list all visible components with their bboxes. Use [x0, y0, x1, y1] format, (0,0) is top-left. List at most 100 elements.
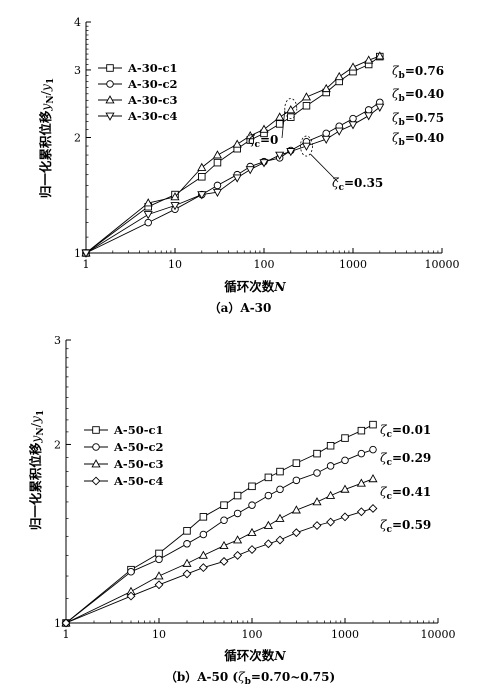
legend-label: A-30-c3 [127, 93, 177, 107]
data-point [154, 580, 164, 590]
x-tick-label: 100 [254, 258, 275, 271]
data-point [213, 158, 222, 167]
data-point [144, 218, 152, 227]
annotation-label: ζc=0.01 [380, 423, 431, 440]
data-point [233, 535, 243, 544]
y-axis-label: 归一化累积位移yN/y1 [28, 410, 46, 530]
data-point [212, 188, 223, 198]
data-point [275, 535, 285, 545]
series-A-50-c2 [62, 445, 377, 627]
y-tick-label: 2 [74, 132, 81, 145]
data-point [275, 112, 285, 121]
series-A-30-c3 [81, 51, 385, 257]
data-point [220, 516, 228, 525]
x-axis-label: 循环次数N [224, 279, 286, 294]
data-point [275, 151, 285, 160]
chart-panel-2: 1 10 100 1000 10000 1 2 3 A-50-c1 A-50-c2 A-50-c3 A… [28, 334, 456, 687]
data-point [301, 142, 312, 151]
data-point [292, 476, 301, 485]
legend-label: A-30-c4 [127, 109, 177, 123]
data-point [368, 504, 378, 513]
x-tick-label: 100 [242, 628, 263, 641]
data-point [357, 426, 366, 435]
data-point [349, 114, 357, 123]
data-point [259, 124, 269, 133]
data-point [375, 103, 385, 112]
data-point [212, 150, 223, 159]
data-point [219, 540, 229, 550]
data-point [232, 139, 242, 148]
y-axis-label: 归一化累积位移yN/y1 [38, 78, 56, 198]
data-point [312, 497, 322, 506]
data-point [340, 512, 350, 522]
series-A-50-c3 [61, 474, 378, 627]
data-point [183, 540, 191, 548]
data-point [340, 484, 350, 493]
chart-panel-1: 1 10 100 1000 10000 1 2 3 4 A-30-c1 A-30-c2 A-30-c3… [38, 16, 460, 315]
data-point [369, 420, 377, 429]
annotation-label: ζb=0.76 [392, 64, 444, 81]
data-point [182, 558, 192, 567]
data-point [341, 456, 349, 465]
data-point [247, 545, 257, 554]
data-point [213, 181, 222, 190]
x-axis-label: 循环次数N [224, 648, 286, 663]
data-point [183, 527, 191, 535]
legend-marker [106, 64, 114, 72]
annotation-label: ζc=0.29 [380, 451, 431, 468]
data-point [286, 148, 296, 157]
data-point [233, 491, 242, 500]
data-point [197, 162, 207, 171]
data-point [369, 445, 377, 454]
y-tick-label: 4 [74, 16, 81, 29]
data-point [61, 618, 71, 628]
annotation-label: ζb=0.75 [392, 111, 444, 128]
x-tick-label: 10 [168, 258, 182, 271]
data-point [199, 530, 208, 539]
data-point [368, 474, 378, 483]
data-point [326, 441, 335, 450]
legend-marker [92, 443, 100, 451]
data-point [127, 568, 135, 576]
data-point [313, 449, 321, 458]
legend-label: A-50-c3 [113, 457, 163, 471]
data-point [259, 159, 269, 168]
y-tick-label: 1 [74, 247, 81, 260]
data-point [321, 135, 331, 144]
data-point [143, 198, 153, 207]
x-tick-label: 1 [83, 258, 90, 271]
data-point [81, 249, 91, 258]
data-point [286, 105, 296, 114]
data-point [126, 591, 136, 601]
data-point [170, 202, 180, 211]
data-point [364, 106, 373, 114]
series-line [85, 55, 380, 254]
legend-marker [105, 95, 115, 104]
data-point [275, 513, 285, 522]
data-point [292, 459, 301, 467]
data-point [248, 482, 256, 491]
data-point [364, 55, 374, 64]
data-point [291, 528, 301, 538]
legend-marker [91, 476, 101, 486]
data-point [233, 550, 243, 560]
data-point [143, 211, 153, 220]
data-point [263, 539, 273, 549]
data-point [356, 478, 366, 487]
annotation-label: ζc=0 [248, 133, 278, 150]
legend-marker [92, 426, 100, 434]
data-point [357, 449, 366, 458]
annotation-label: ζb=0.40 [392, 131, 444, 148]
series-line [85, 56, 381, 254]
data-point [219, 556, 229, 566]
y-tick-label: 3 [54, 334, 61, 347]
panel-caption: （a）A-30 [209, 300, 272, 315]
data-point [263, 520, 273, 529]
x-tick-label: 1 [63, 628, 70, 641]
legend-label: A-50-c4 [113, 474, 163, 488]
series-line [65, 478, 374, 624]
data-point [248, 501, 256, 509]
data-point [326, 517, 336, 527]
series-line [65, 449, 374, 624]
